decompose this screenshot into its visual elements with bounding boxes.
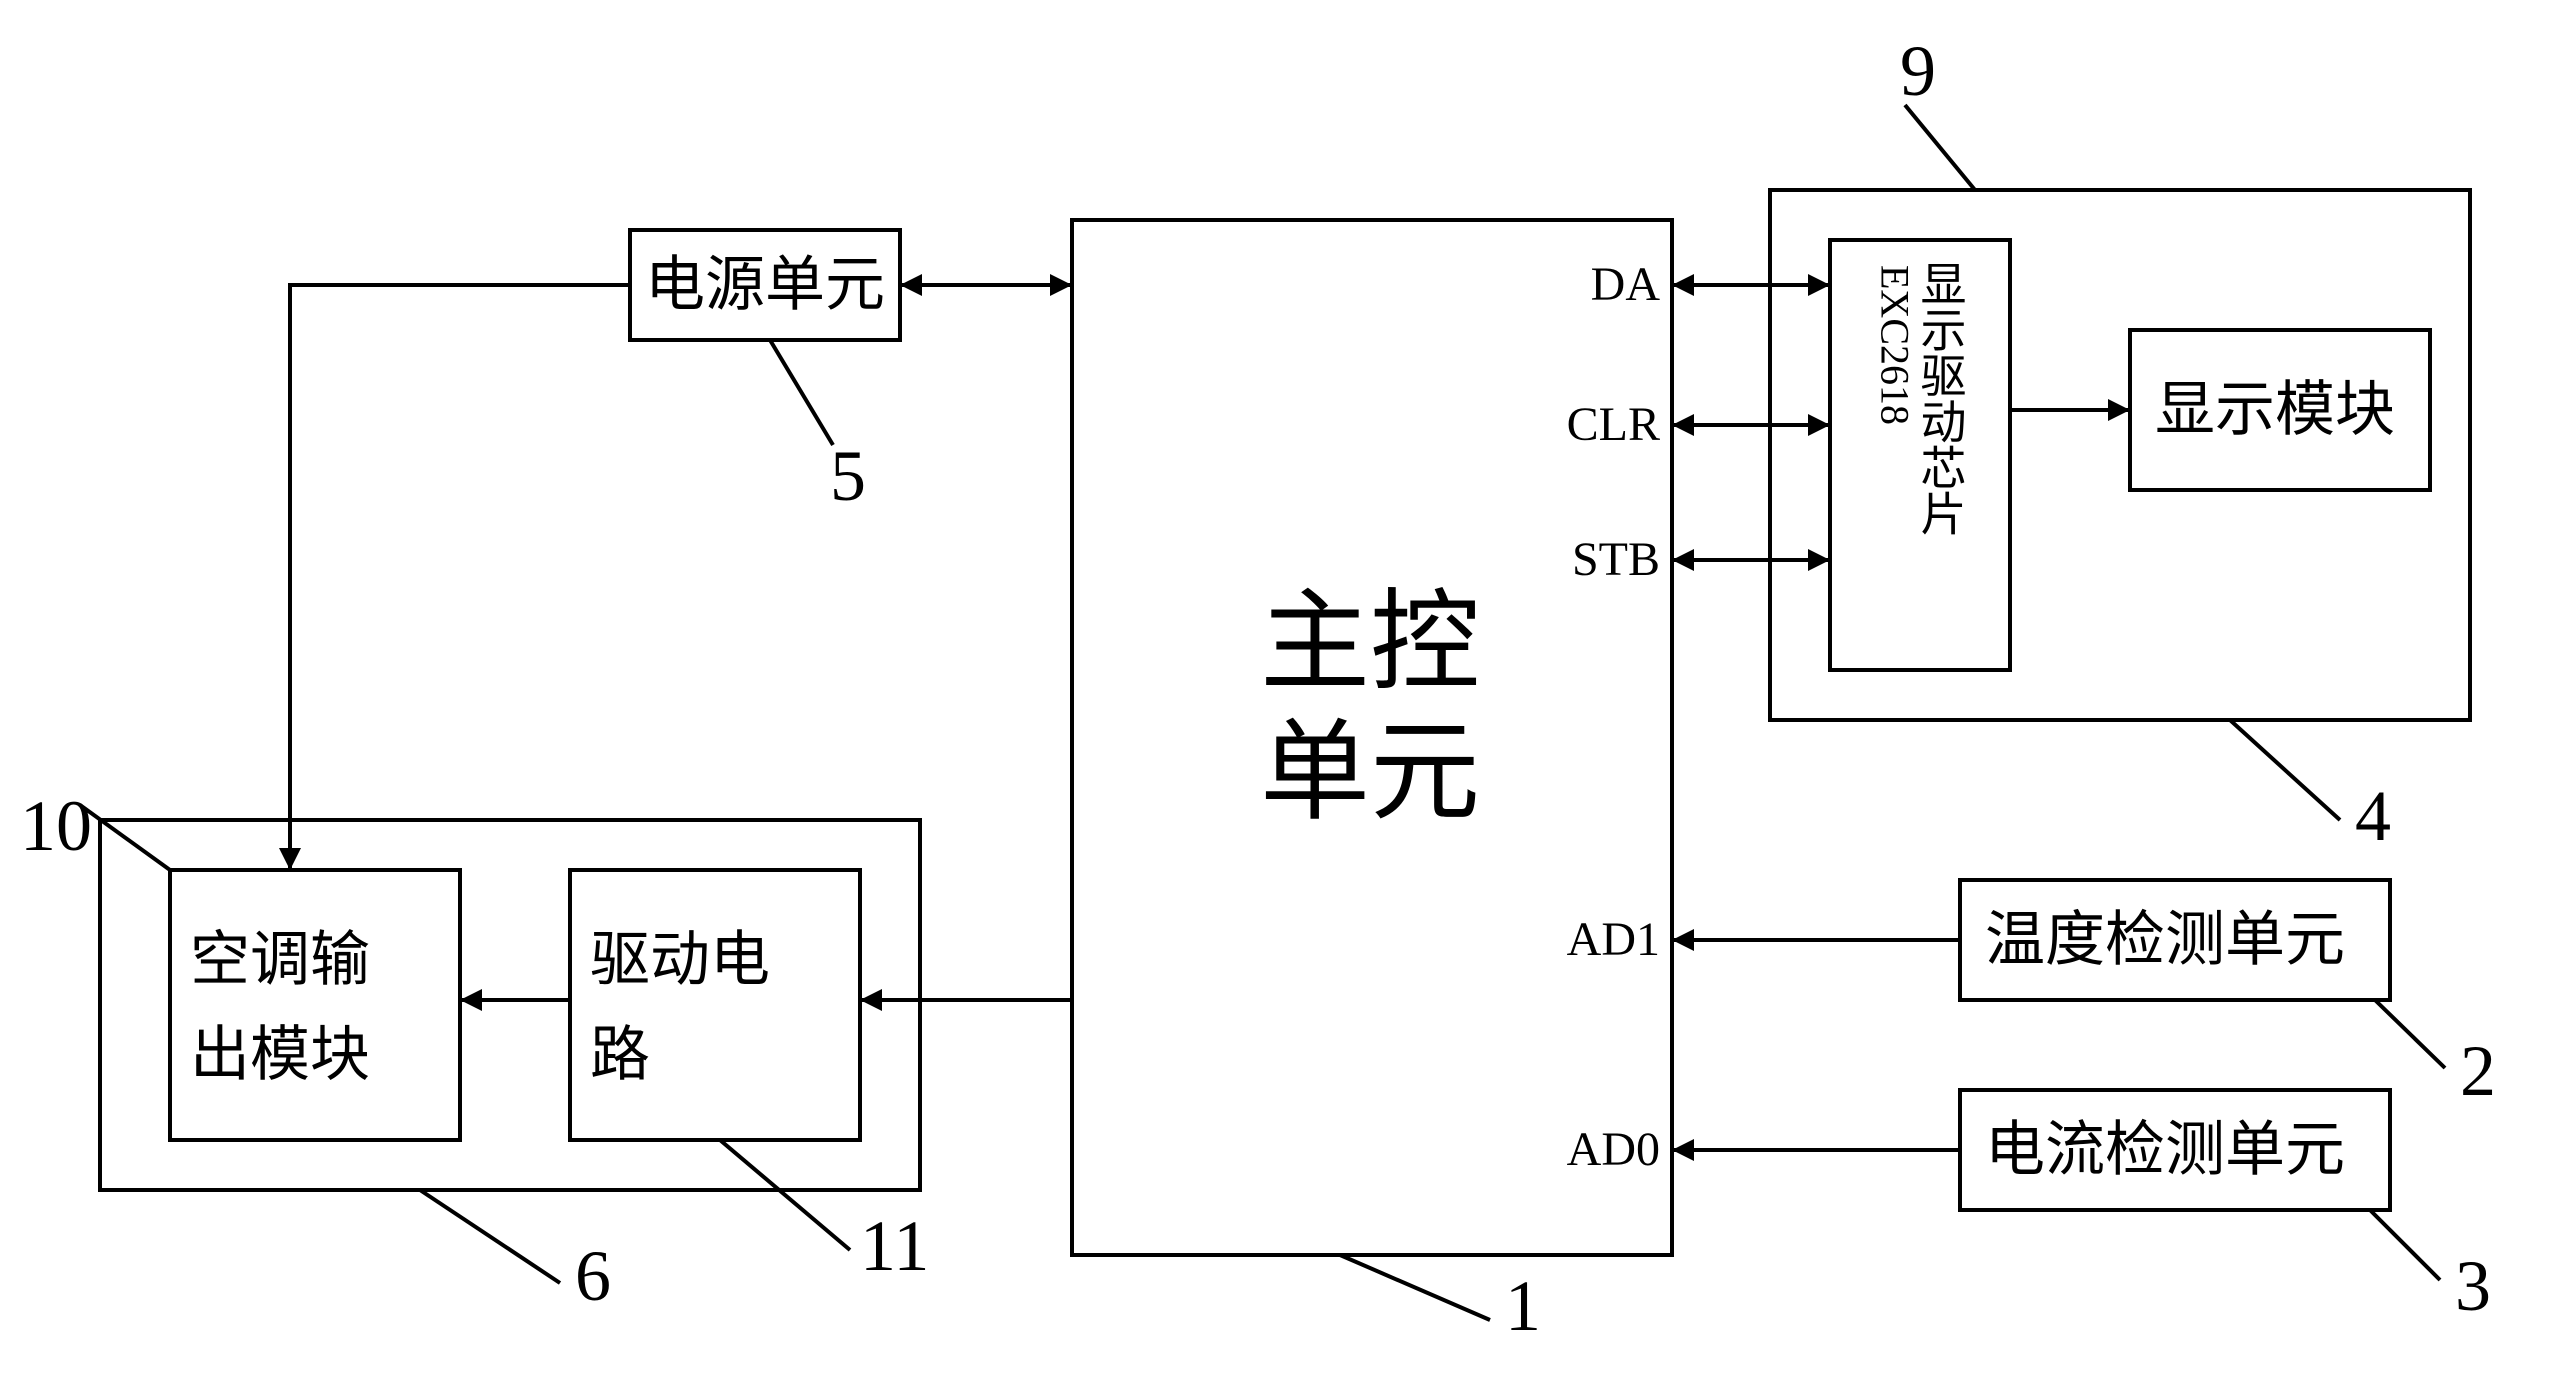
current-detection-node: 电流检测单元 [1960, 1090, 2390, 1210]
temperature-detection-label: 温度检测单元 [1985, 907, 2345, 973]
power-unit-node: 电源单元 [630, 230, 900, 340]
arrowhead [279, 848, 301, 870]
display-module-label: 显示模块 [2155, 377, 2395, 443]
ac-output-module-box [170, 870, 460, 1140]
arrowhead [1672, 549, 1694, 571]
ref-leader-4 [2230, 720, 2340, 820]
arrowhead [1808, 274, 1830, 296]
ref-number-3: 3 [2455, 1246, 2491, 1326]
ref-leader-3 [2370, 1210, 2440, 1280]
ref-leader-6 [420, 1190, 560, 1283]
ref-leader-9 [1905, 105, 1975, 190]
arrowhead [900, 274, 922, 296]
arrowhead [860, 989, 882, 1011]
arrowhead [1808, 549, 1830, 571]
display-driver-chip-label-2: EXC2618 [1873, 265, 1918, 425]
ref-leader-11 [720, 1140, 850, 1250]
drive-circuit-label-2: 路 [590, 1022, 650, 1088]
ref-number-4: 4 [2355, 776, 2391, 856]
drive-circuit-box [570, 870, 860, 1140]
arrowhead [1808, 414, 1830, 436]
power-unit-label: 电源单元 [645, 252, 885, 318]
arrowhead [460, 989, 482, 1011]
arrowhead [1672, 414, 1694, 436]
display-driver-chip-label-1: 显示驱动芯片 [1915, 260, 1966, 536]
edge-power-ac [290, 285, 630, 870]
ref-number-5: 5 [830, 436, 866, 516]
current-detection-label: 电流检测单元 [1985, 1117, 2345, 1183]
arrowhead [1050, 274, 1072, 296]
temperature-detection-node: 温度检测单元 [1960, 880, 2390, 1000]
port-da-label: DA [1591, 258, 1661, 311]
drive-circuit-label-1: 驱动电 [590, 927, 770, 993]
port-clr-label: CLR [1567, 398, 1660, 451]
display-group-node: 显示驱动芯片 EXC2618 显示模块 [1770, 190, 2470, 720]
ref-number-9: 9 [1900, 31, 1936, 111]
port-ad0-label: AD0 [1567, 1123, 1660, 1176]
main-control-unit-node: 主控 单元 DA CLR STB AD1 AD0 [1072, 220, 1672, 1255]
main-control-unit-label-1: 主控 [1260, 582, 1480, 704]
main-control-unit-label-2: 单元 [1260, 712, 1480, 834]
ref-leader-10 [80, 805, 170, 870]
ref-number-10: 10 [20, 786, 92, 866]
ref-leader-2 [2375, 1000, 2445, 1068]
arrowhead [1672, 1139, 1694, 1161]
arrowhead [1672, 929, 1694, 951]
ref-leader-1 [1340, 1255, 1490, 1320]
ref-number-6: 6 [575, 1236, 611, 1316]
ac-output-module-label-1: 空调输 [190, 927, 370, 993]
arrowhead [2108, 399, 2130, 421]
ref-number-11: 11 [860, 1206, 929, 1286]
output-group-node: 空调输 出模块 驱动电 路 [100, 820, 920, 1190]
ref-number-1: 1 [1505, 1266, 1541, 1346]
ref-number-2: 2 [2460, 1031, 2496, 1111]
port-ad1-label: AD1 [1567, 913, 1660, 966]
arrowhead [1672, 274, 1694, 296]
ref-leader-5 [770, 340, 833, 445]
ac-output-module-label-2: 出模块 [190, 1022, 370, 1088]
port-stb-label: STB [1572, 533, 1660, 586]
